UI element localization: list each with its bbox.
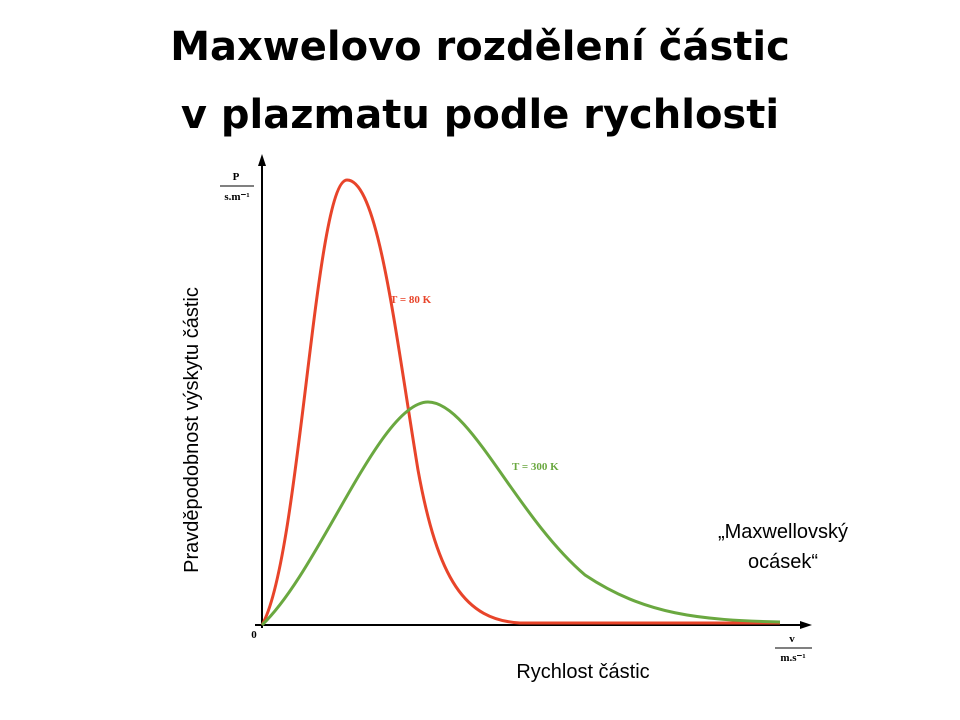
curve-label: T = 300 K (512, 461, 559, 473)
y-axis-arrow (258, 154, 266, 166)
title-line: Maxwelovo rozdělení částic (170, 24, 790, 70)
y-axis-symbol: P (233, 171, 240, 183)
curve-label: T = 80 K (390, 294, 432, 306)
y-axis-unit: s.m⁻¹ (224, 191, 249, 203)
y-label: Pravděpodobnost výskytu částic (181, 287, 203, 573)
curve-300k (260, 400, 781, 627)
annotation: ocásek“ (748, 551, 818, 573)
title-line: v plazmatu podle rychlosti (181, 92, 779, 138)
origin-label: 0 (251, 629, 257, 641)
x-label: Rychlost částic (516, 661, 649, 683)
figure: P s.m⁻¹ v m.s⁻¹ 0 T = 80 K T = 300 K (220, 154, 812, 664)
annotation: „Maxwellovský (718, 521, 848, 543)
x-axis-symbol: v (789, 633, 795, 645)
curve-80k (260, 178, 780, 626)
x-axis-unit: m.s⁻¹ (780, 652, 805, 664)
x-axis-arrow (800, 621, 812, 629)
